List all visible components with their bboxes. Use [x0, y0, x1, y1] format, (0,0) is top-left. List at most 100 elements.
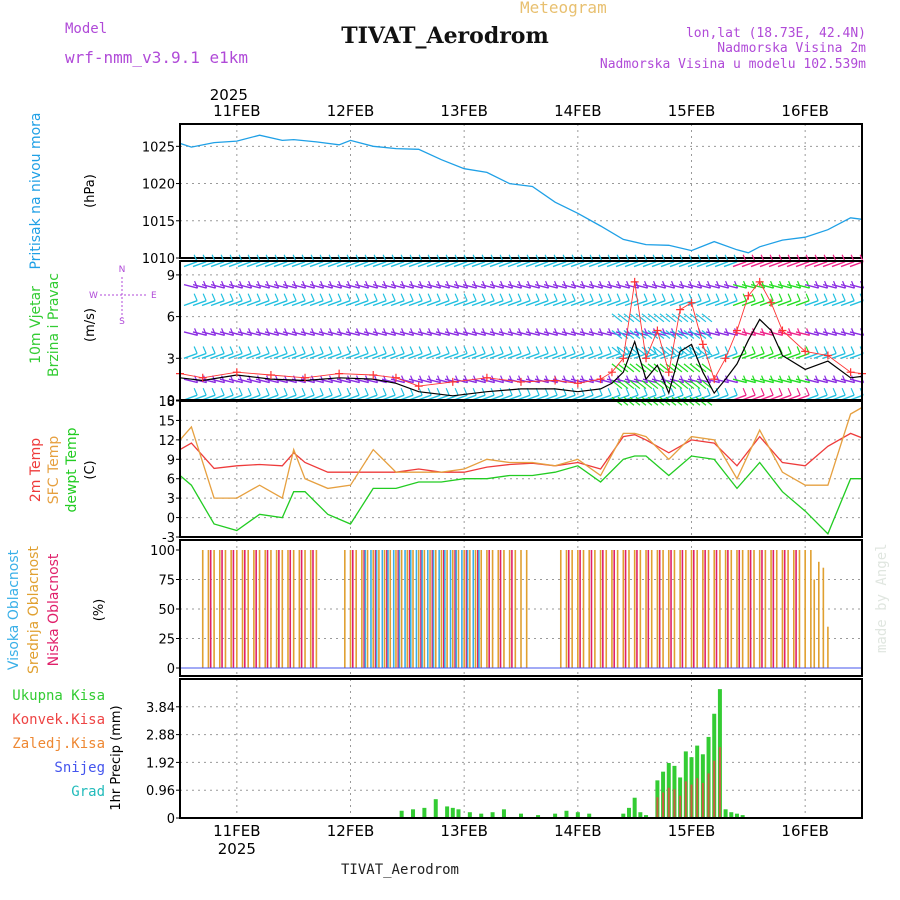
wind-gust-marker	[642, 354, 651, 363]
wind-barb	[701, 313, 713, 323]
wind-barb	[623, 346, 635, 356]
wind-gust-marker	[551, 376, 560, 385]
wind-barb-flag	[715, 293, 720, 301]
wind-barb	[653, 313, 665, 323]
wind-barb-flag	[382, 387, 387, 396]
precip-bar	[399, 810, 404, 818]
x-top-tick-label: 11FEB	[213, 102, 260, 120]
cloud-ylabel-sub2: Niska Oblacnost	[46, 553, 62, 666]
wind-barb	[795, 352, 810, 359]
wind-barb	[273, 283, 288, 289]
wind-barb	[665, 346, 677, 356]
temp-y-tick-label: 6	[167, 473, 175, 488]
wind-barb-flag	[446, 280, 451, 289]
wind-barb-flag	[733, 293, 738, 301]
wind-barb	[201, 300, 216, 307]
wind-ylabel: 10m Vjetar	[28, 286, 44, 364]
wind-barb	[363, 300, 378, 307]
wind-barb	[516, 283, 531, 289]
wind-barb	[588, 331, 603, 337]
wind-barb	[183, 378, 198, 384]
wind-barb-flag	[842, 375, 847, 383]
wind-barb	[768, 261, 783, 268]
wind-barb	[849, 261, 864, 268]
wind-barb	[264, 378, 279, 384]
wind-barb-flag	[832, 346, 837, 354]
wind-barb-flag	[436, 346, 441, 354]
wind-barb	[714, 352, 729, 359]
wind-gust-marker	[846, 368, 855, 377]
wind-barb	[689, 346, 701, 356]
x-bottom-year-label: 2025	[218, 840, 256, 858]
wind-barb	[624, 352, 639, 359]
wind-barb-flag	[526, 346, 531, 354]
wind-barb-flag	[733, 387, 738, 396]
wind-barb	[219, 300, 234, 307]
wind-barb	[390, 331, 405, 337]
wind-barb-flag	[445, 293, 450, 301]
wind-gust-marker	[744, 291, 753, 300]
wind-barb	[336, 352, 351, 359]
wind-barb	[813, 261, 828, 268]
wind-barb-flag	[706, 293, 711, 301]
wind-barb	[273, 261, 288, 268]
wind-barb	[192, 352, 207, 359]
precip-bar	[740, 815, 745, 818]
wind-barb	[552, 352, 567, 359]
wind-barb	[723, 378, 738, 384]
wind-barb	[777, 352, 792, 359]
precip-bar	[422, 807, 427, 818]
wind-barb	[570, 331, 585, 337]
wind-barb-flag	[725, 280, 730, 289]
wind-barb	[453, 331, 468, 337]
wind-gust-marker	[301, 373, 310, 382]
wind-gust-marker	[755, 277, 764, 286]
wind-barb	[399, 300, 414, 307]
wind-barb	[462, 352, 477, 359]
wind-barb-flag	[599, 280, 604, 289]
temp-ylabel: 2m Temp	[28, 438, 44, 502]
wind-barb-flag	[418, 346, 423, 354]
wind-barb	[660, 283, 675, 289]
wind-barb	[777, 300, 792, 307]
wind-barb	[444, 283, 459, 289]
wind-barb-flag	[797, 328, 802, 336]
wind-barb-flag	[257, 375, 262, 383]
wind-barb	[786, 331, 801, 337]
wind-barb-flag	[256, 293, 261, 301]
wind-barb	[732, 300, 747, 307]
wind-barb-flag	[293, 328, 298, 336]
wind-barb-flag	[221, 280, 226, 289]
wind-barb	[831, 261, 846, 268]
wind-barb	[705, 300, 720, 307]
wind-barb-flag	[229, 387, 234, 396]
wind-barb	[678, 352, 693, 359]
wind-barb-flag	[292, 387, 297, 396]
wind-barb-flag	[427, 293, 432, 301]
wind-barb	[444, 331, 459, 337]
wind-barb	[417, 283, 432, 289]
compass-west: W	[89, 291, 98, 301]
wind-barb-flag	[275, 328, 280, 336]
wind-gust-marker	[698, 340, 707, 349]
wind-barb-flag	[482, 375, 487, 383]
wind-barb	[309, 283, 324, 289]
wind-barb	[629, 380, 641, 390]
wind-barb-flag	[211, 293, 216, 301]
wind-barb-flag	[409, 387, 414, 396]
wind-barb	[561, 331, 576, 337]
wind-barb	[570, 300, 585, 307]
wind-barb-flag	[428, 280, 433, 289]
wind-barb-flag	[220, 387, 225, 396]
wind-barb	[741, 378, 756, 384]
wind-barb	[786, 352, 801, 359]
wind-barb-flag	[337, 346, 342, 354]
wind-barb-flag	[599, 328, 604, 336]
wind-barb	[228, 283, 243, 289]
wind-barb-flag	[797, 375, 802, 383]
wind-barb	[579, 352, 594, 359]
wind-barb-flag	[608, 375, 613, 383]
wind-barb-flag	[383, 280, 388, 289]
wind-barb	[647, 363, 659, 373]
